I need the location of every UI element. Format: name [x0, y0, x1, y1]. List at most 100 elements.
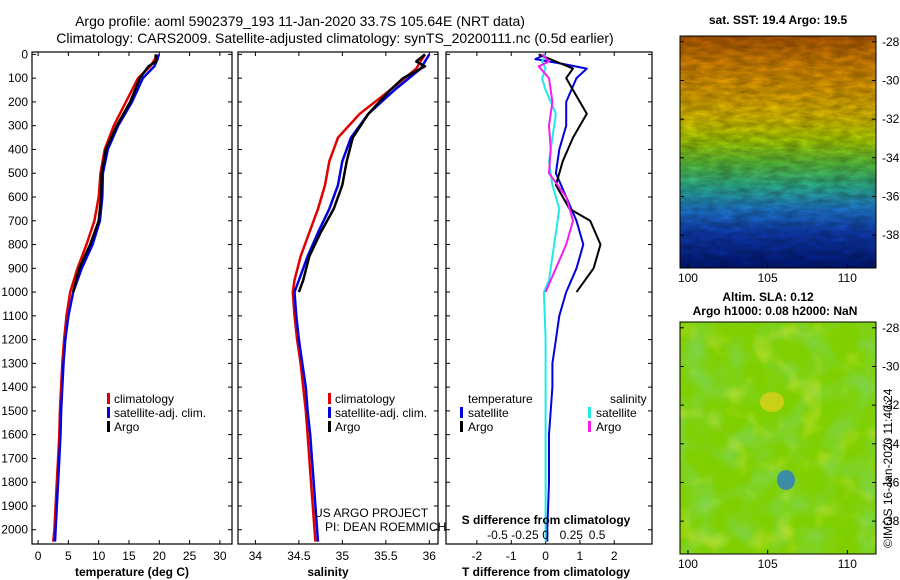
legend-title-temperature: temperature	[468, 392, 533, 406]
salinity-plot: 34 34.5 35 35.5 36	[249, 52, 437, 563]
x-tick-label: 1	[577, 549, 584, 563]
temperature-plot: 0 5 10 15 20 25 30	[35, 52, 227, 563]
x-tick-label: 20	[153, 549, 167, 563]
depth-tick-label: 400	[8, 142, 28, 156]
legend-label-climatology: climatology	[335, 392, 395, 406]
depth-tick-label: 1100	[2, 309, 28, 323]
depth-axis: 0 100 200 300 400 500 600 700 800 900 1000 1100 1200…	[1, 47, 652, 537]
map-y-tick-label: -34	[882, 151, 900, 165]
temperature-xlabel: temperature (deg C)	[75, 565, 189, 579]
series-line-s-argo	[537, 53, 574, 293]
s-tick-label: 0.5	[589, 528, 606, 542]
map-y-tick-label: -36	[882, 475, 900, 489]
credit-line2: PI: DEAN ROEMMICH	[325, 520, 446, 534]
depth-tick-label: 100	[8, 71, 28, 85]
x-tick-label: -1	[506, 549, 517, 563]
temperature-panel-frame	[31, 51, 233, 545]
series-line-argo	[71, 54, 158, 293]
depth-tick-label: 300	[8, 119, 28, 133]
map-x-tick-label: 105	[758, 271, 778, 285]
depth-tick-label: 700	[8, 214, 28, 228]
depth-tick-label: 1900	[1, 499, 28, 513]
x-tick-label: 0	[542, 549, 549, 563]
figure-title-line2: Climatology: CARS2009. Satellite-adjuste…	[56, 30, 613, 46]
depth-tick-label: 600	[8, 190, 28, 204]
legend-label-argo: Argo	[335, 420, 361, 434]
series-line-argo	[297, 53, 427, 293]
temperature-legend: climatology satellite-adj. clim. Argo	[107, 392, 206, 434]
legend-title-salinity: salinity	[610, 392, 647, 406]
depth-tick-label: 800	[8, 238, 28, 252]
depth-tick-label: 1800	[1, 475, 28, 489]
depth-tick-label: 1200	[1, 333, 28, 347]
sla-eddy-blue	[777, 470, 795, 490]
series-line-satellite-adj-clim-	[53, 54, 160, 542]
legend-swatch-argo	[107, 421, 110, 432]
depth-tick-label: 1300	[1, 356, 28, 370]
imos-watermark: ©IMOS 16-Jan-2020 11:40:24	[881, 388, 895, 548]
x-tick-label: 36	[423, 549, 437, 563]
legend-swatch-s-satellite	[588, 407, 591, 418]
legend-swatch-t-satellite	[460, 407, 463, 418]
difference-xlabel: T difference from climatology	[462, 565, 630, 579]
x-tick-label: 10	[92, 549, 106, 563]
difference-legend: temperature satellite Argo salinity sate…	[460, 392, 647, 434]
depth-tick-label: 1500	[1, 404, 28, 418]
depth-tick-label: 0	[21, 47, 28, 61]
difference-plot: -2 -1 0 1 2 -0.5 -0.25 0 0.25 0.5	[472, 52, 618, 563]
legend-label-satellite: satellite-adj. clim.	[335, 406, 427, 420]
sla-map-axes: 100 105 110 -28 -30 -32 -34 -36 -38	[678, 321, 900, 571]
depth-tick-label: 1400	[1, 380, 28, 394]
difference-xlabel2: S difference from climatology	[462, 513, 631, 527]
sst-map-frame	[679, 35, 877, 269]
legend-label-argo: Argo	[114, 420, 140, 434]
map-x-tick-label: 100	[678, 557, 698, 571]
legend-label-t-argo: Argo	[468, 420, 494, 434]
salinity-legend: climatology satellite-adj. clim. Argo	[328, 392, 427, 434]
legend-label-t-satellite: satellite	[468, 406, 509, 420]
sst-map-title: sat. SST: 19.4 Argo: 19.5	[709, 13, 848, 27]
difference-panel-frame	[445, 51, 653, 545]
s-tick-label: -0.5	[487, 528, 508, 542]
x-tick-label: 34.5	[287, 549, 311, 563]
depth-tick-label: 900	[8, 261, 28, 275]
depth-tick-label: 1000	[1, 285, 28, 299]
legend-swatch-satellite	[107, 407, 110, 418]
sla-eddy-yellow	[760, 392, 784, 412]
salinity-panel-frame	[237, 51, 439, 545]
s-tick-label: 0	[542, 528, 549, 542]
series-line-t-satellite	[534, 53, 588, 542]
depth-tick-label: 200	[8, 95, 28, 109]
legend-swatch-climatology	[107, 393, 110, 404]
legend-swatch-t-argo	[460, 421, 463, 432]
figure-title-line1: Argo profile: aoml 5902379_193 11-Jan-20…	[75, 13, 525, 29]
legend-label-s-satellite: satellite	[596, 406, 637, 420]
map-y-tick-label: -32	[882, 112, 900, 126]
legend-swatch-argo	[328, 421, 331, 432]
legend-label-satellite: satellite-adj. clim.	[114, 406, 206, 420]
x-tick-label: 5	[65, 549, 72, 563]
x-tick-label: -2	[472, 549, 483, 563]
series-line-satellite-adj-clim-	[293, 53, 431, 542]
depth-tick-label: 1600	[1, 428, 28, 442]
x-tick-label: 35.5	[374, 549, 398, 563]
map-x-tick-label: 100	[678, 271, 698, 285]
sst-map-axes: 100 105 110 -28 -30 -32 -34 -36 -38	[678, 35, 900, 285]
sla-map-title-line2: Argo h1000: 0.08 h2000: NaN	[693, 304, 858, 318]
legend-label-climatology: climatology	[114, 392, 174, 406]
salinity-xlabel: salinity	[307, 565, 349, 579]
map-y-tick-label: -30	[882, 359, 900, 373]
map-y-tick-label: -28	[882, 321, 900, 335]
map-y-tick-label: -38	[882, 514, 900, 528]
sst-map	[679, 35, 877, 269]
series-line-s-satellite	[541, 53, 561, 542]
x-tick-label: 25	[183, 549, 197, 563]
legend-label-s-argo: Argo	[596, 420, 622, 434]
credit-line1: US ARGO PROJECT	[314, 506, 429, 520]
map-y-tick-label: -28	[882, 35, 900, 49]
x-tick-label: 15	[122, 549, 136, 563]
x-tick-label: 0	[35, 549, 42, 563]
x-tick-label: 30	[213, 549, 227, 563]
depth-tick-label: 500	[8, 166, 28, 180]
x-tick-label: 34	[249, 549, 263, 563]
